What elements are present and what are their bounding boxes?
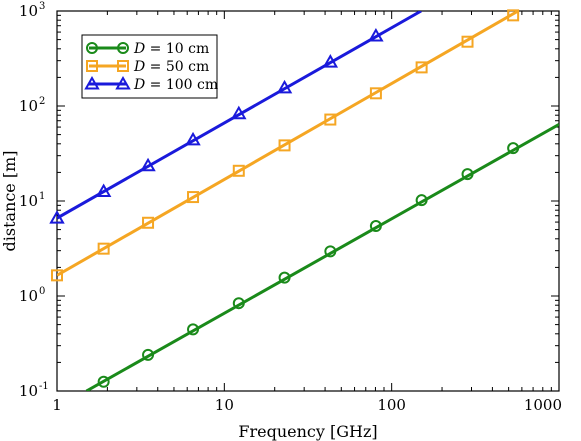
series-1-point bbox=[97, 375, 110, 388]
series-1-point bbox=[461, 168, 474, 181]
y-tick-mantissa: 10 bbox=[19, 97, 38, 115]
legend-label: D = 100 cm bbox=[133, 77, 218, 93]
series-2-point bbox=[187, 191, 200, 204]
y-tick-label: 10 0 bbox=[19, 286, 45, 305]
series-2-point bbox=[278, 139, 291, 152]
x-axis-label: Frequency [GHz] bbox=[238, 422, 377, 441]
y-tick-exponent: 3 bbox=[39, 1, 45, 12]
series-2-point bbox=[232, 164, 245, 177]
legend-label: D = 10 cm bbox=[133, 41, 209, 57]
series-2-point bbox=[51, 269, 63, 282]
x-tick-label: 10 bbox=[215, 396, 234, 414]
y-tick-mantissa: 10 bbox=[19, 192, 38, 210]
series-layer bbox=[57, 11, 559, 391]
series-1-point bbox=[232, 297, 245, 310]
series-3-point bbox=[231, 105, 247, 120]
y-tick-mantissa: 10 bbox=[19, 287, 38, 305]
y-tick-exponent: 0 bbox=[39, 286, 45, 297]
y-axis-label: distance [m] bbox=[0, 150, 19, 251]
legend-marker-end bbox=[117, 60, 129, 72]
axis-ticks bbox=[56, 11, 560, 392]
legend-entry-2: D = 50 cm bbox=[86, 59, 209, 75]
series-3-point bbox=[368, 28, 384, 42]
x-tick-label: 1000 bbox=[524, 396, 562, 414]
series-2-point bbox=[507, 9, 520, 22]
series-2-point bbox=[369, 87, 382, 100]
series-3-point bbox=[95, 183, 112, 197]
series-3-point bbox=[276, 79, 293, 94]
series-1-point bbox=[369, 220, 382, 233]
series-1-point bbox=[507, 142, 520, 155]
legend-entry-1: D = 10 cm bbox=[86, 41, 209, 57]
legend-marker-end bbox=[117, 42, 129, 54]
series-1-point bbox=[324, 245, 337, 258]
series-1-point bbox=[142, 348, 155, 361]
series-2-point bbox=[461, 35, 474, 48]
series-1-point bbox=[187, 323, 200, 336]
series-2-point bbox=[415, 61, 428, 74]
y-tick-label: 10 1 bbox=[19, 191, 45, 210]
y-tick-exponent: -1 bbox=[39, 381, 49, 392]
y-tick-exponent: 2 bbox=[39, 96, 45, 107]
series-1-point bbox=[415, 194, 428, 207]
y-tick-mantissa: 10 bbox=[19, 382, 38, 400]
legend-label: D = 50 cm bbox=[133, 59, 209, 75]
series-3-point bbox=[49, 210, 65, 224]
markers-layer bbox=[49, 9, 520, 388]
x-tick-label: 1 bbox=[52, 396, 62, 414]
y-tick-exponent: 1 bbox=[39, 191, 45, 202]
series-line-3 bbox=[57, 11, 422, 220]
legend: D = 10 cm D = 50 cm D = 100 cm bbox=[81, 34, 218, 99]
series-line-2 bbox=[57, 11, 519, 277]
series-3-point bbox=[322, 54, 339, 68]
legend-entry-3: D = 100 cm bbox=[84, 75, 218, 93]
series-2-point bbox=[97, 242, 110, 255]
legend-marker-start bbox=[86, 42, 98, 54]
y-tick-label: 10 -1 bbox=[19, 381, 49, 400]
legend-marker-end bbox=[115, 75, 131, 90]
series-1-point bbox=[278, 271, 291, 284]
series-3-point bbox=[140, 157, 156, 172]
series-3-point bbox=[185, 131, 201, 146]
x-tick-label: 100 bbox=[377, 396, 406, 414]
series-2-point bbox=[324, 113, 337, 126]
legend-marker-start bbox=[84, 75, 100, 90]
y-tick-label: 10 2 bbox=[19, 96, 45, 115]
legend-marker-start bbox=[86, 60, 98, 72]
y-tick-label: 10 3 bbox=[19, 1, 45, 20]
series-2-point bbox=[142, 216, 155, 229]
series-line-1 bbox=[85, 123, 559, 391]
y-tick-mantissa: 10 bbox=[19, 2, 38, 20]
